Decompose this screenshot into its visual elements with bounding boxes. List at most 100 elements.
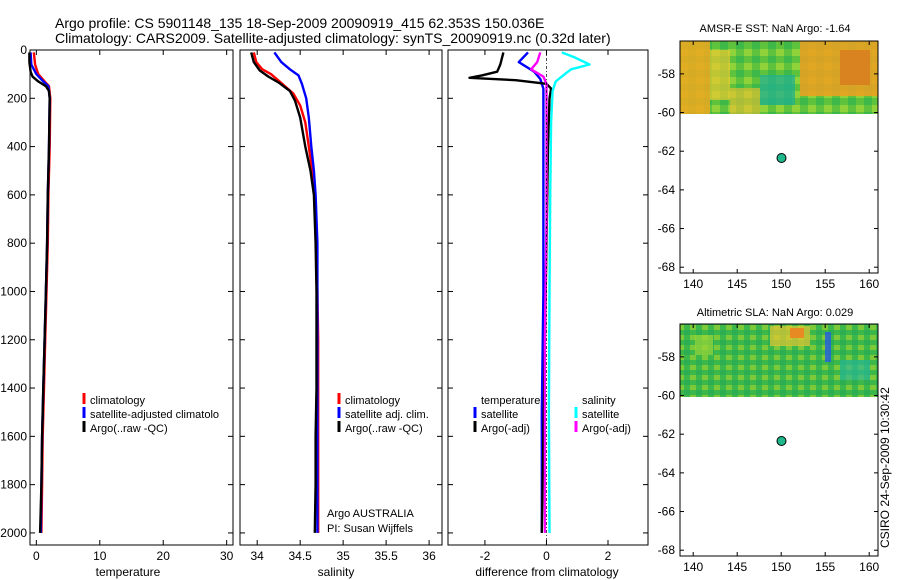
header-line1: Argo profile: CS 5901148_135 18-Sep-2009… [55, 15, 544, 31]
series-temperature-argo-adj- [468, 52, 553, 533]
map-y-tick-label: -68 [658, 543, 676, 557]
y-tick-label: 200 [7, 91, 27, 105]
y-tick-label: 0 [20, 43, 27, 57]
x-tick-label: 0 [33, 549, 40, 563]
y-tick-label: 1400 [0, 381, 27, 395]
sst-warm-west2 [710, 50, 730, 100]
legend-climatology: climatology [90, 395, 146, 407]
map-x-tick-label: 150 [771, 277, 791, 291]
legend-satellite: satellite-adjusted climatolo [90, 409, 219, 421]
map-x-tick-label: 140 [683, 277, 703, 291]
y-tick-label: 600 [7, 188, 27, 202]
sst-cool-patch [760, 75, 795, 105]
x-tick-label: 30 [220, 549, 234, 563]
temperature-legend: climatology satellite-adjusted climatolo… [82, 393, 219, 435]
legend-salinity-title: salinity [582, 395, 616, 407]
map-x-tick-label: 155 [815, 560, 835, 574]
y-tick-label: 2000 [0, 526, 27, 540]
map-x-tick-label: 160 [859, 560, 879, 574]
salinity-xlabel: salinity [318, 565, 355, 579]
map-y-tick-label: -60 [658, 389, 676, 403]
sst-map-title: AMSR-E SST: NaN Argo: -1.64 [700, 23, 851, 35]
credit-timestamp: CSIRO 24-Sep-2009 10:30:42 [878, 387, 892, 548]
y-tick-label: 1800 [0, 478, 27, 492]
x-tick-label: 2 [605, 549, 612, 563]
salinity-panel-frame [239, 49, 443, 546]
x-tick-label: -2 [480, 549, 491, 563]
map-y-tick-label: -66 [658, 505, 676, 519]
legend-temp-satellite: satellite [481, 409, 518, 421]
legend-argo: Argo(..raw -QC) [90, 423, 168, 435]
map-x-tick-label: 145 [727, 560, 747, 574]
sla-map-frame [679, 323, 879, 557]
map-x-tick-label: 150 [771, 560, 791, 574]
legend-temp-argo: Argo(-adj) [481, 423, 530, 435]
sst-hot-east [840, 50, 870, 85]
y-tick-label: 400 [7, 140, 27, 154]
legend-clip-mask [234, 392, 239, 437]
sst-argo-position-marker [776, 153, 787, 163]
x-tick-label: 35.5 [374, 549, 398, 563]
y-tick-label: 800 [7, 236, 27, 250]
legend-climatology: climatology [345, 395, 401, 407]
map-x-tick-label: 145 [727, 277, 747, 291]
y-tick-label: 1200 [0, 333, 27, 347]
map-y-tick-label: -60 [658, 106, 676, 120]
sla-map-image [680, 324, 878, 397]
legend-temperature-title: temperature [481, 395, 540, 407]
map-x-tick-label: 155 [815, 277, 835, 291]
difference-panel-frame [447, 49, 649, 546]
x-tick-label: 20 [157, 549, 171, 563]
difference-xlabel: difference from climatology [475, 565, 618, 579]
x-tick-label: 34 [251, 549, 265, 563]
salinity-series [250, 51, 320, 533]
x-tick-label: 0 [543, 549, 550, 563]
map-x-tick-label: 160 [859, 277, 879, 291]
map-y-tick-label: -58 [658, 67, 676, 81]
x-tick-label: 36 [422, 549, 436, 563]
map-y-tick-label: -68 [658, 260, 676, 274]
sst-warm-west [680, 41, 710, 114]
x-tick-label: 34.5 [288, 549, 312, 563]
temperature-xlabel: temperature [96, 565, 161, 579]
y-tick-label: 1000 [0, 284, 27, 298]
difference-legend-temperature: temperature satellite Argo(-adj) [473, 395, 540, 435]
map-y-tick-label: -64 [658, 466, 676, 480]
sla-map-ticks: 140 145 150 155 160 -58 -60 -62 -64 -66 -68 [658, 324, 880, 574]
sst-map-image [680, 41, 878, 114]
series-argo [250, 52, 318, 533]
salinity-legend: climatology satellite adj. clim. Argo(..… [337, 393, 429, 435]
annotation-argo-australia: Argo AUSTRALIA [327, 508, 414, 520]
temperature-panel-frame [29, 49, 234, 546]
sla-map-title: Altimetric SLA: NaN Argo: 0.029 [697, 307, 854, 319]
sst-warm-south [730, 88, 760, 114]
difference-legend-salinity: salinity satellite Argo(-adj) [574, 395, 631, 435]
sla-patch-3 [790, 328, 804, 338]
y-tick-label: 1600 [0, 429, 27, 443]
map-y-tick-label: -62 [658, 427, 676, 441]
axis-ticks: 0 10 20 30020040060080010001200140016001800… [0, 43, 648, 563]
series-temperature-satellite [517, 51, 545, 533]
sla-argo-position-marker [776, 436, 787, 446]
map-y-tick-label: -66 [658, 222, 676, 236]
sla-patch-4 [825, 332, 831, 362]
sla-patch-1 [695, 335, 713, 355]
x-tick-label: 35 [336, 549, 350, 563]
series-satellite [273, 51, 319, 533]
x-tick-label: 10 [93, 549, 107, 563]
sst-map-ticks: 140 145 150 155 160 -58 -60 -62 -64 -66 -68 [658, 41, 880, 291]
legend-sal-satellite: satellite [582, 409, 619, 421]
legend-sal-argo: Argo(-adj) [582, 423, 631, 435]
series-salinity-satellite [547, 51, 591, 533]
legend-argo: Argo(..raw -QC) [345, 423, 423, 435]
header-line2: Climatology: CARS2009. Satellite-adjuste… [55, 30, 611, 46]
series-argo [28, 52, 51, 533]
map-x-tick-label: 140 [683, 560, 703, 574]
legend-satellite: satellite adj. clim. [345, 409, 429, 421]
map-y-tick-label: -62 [658, 144, 676, 158]
sla-patch-5 [840, 360, 870, 380]
map-y-tick-label: -64 [658, 183, 676, 197]
difference-series [468, 51, 591, 533]
map-y-tick-label: -58 [658, 350, 676, 364]
